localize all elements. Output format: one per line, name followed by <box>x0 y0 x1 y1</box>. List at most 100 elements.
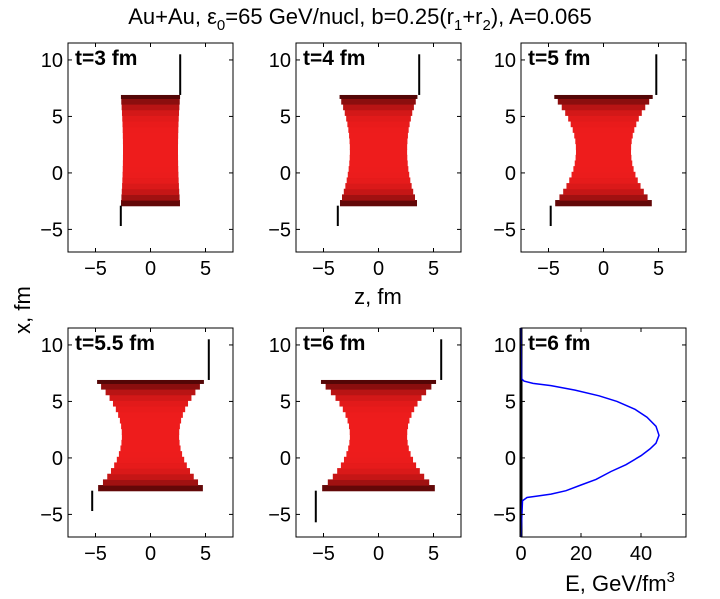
x-tick-label: 0 <box>373 258 384 280</box>
density-band <box>115 405 186 413</box>
density-band <box>327 479 430 486</box>
density-band <box>120 94 181 99</box>
density-band <box>346 177 411 184</box>
density-band <box>122 171 179 179</box>
density-band <box>332 473 425 480</box>
panel-title: t=5.5 fm <box>75 332 155 355</box>
density-band <box>121 434 180 441</box>
y-tick-label: 10 <box>269 335 291 357</box>
density-band <box>345 183 412 190</box>
density-band <box>340 462 417 469</box>
density-band <box>101 383 200 390</box>
y-tick-label: 10 <box>41 335 63 357</box>
density-band <box>554 94 653 99</box>
density-band <box>122 126 179 133</box>
density-band <box>122 115 179 122</box>
panel-6: 0 20 40 −5 0 5 10 t=6 fm <box>493 327 687 565</box>
density-band <box>330 389 427 396</box>
y-axis-label: x, fm <box>10 286 35 334</box>
density-band <box>339 400 418 407</box>
y-tick-label: 5 <box>52 391 63 413</box>
density-band <box>561 104 646 111</box>
x-axis-label-z: z, fm <box>354 284 402 309</box>
x-tick-label: 0 <box>145 543 156 565</box>
y-tick-label: −5 <box>493 504 516 526</box>
density-band <box>343 456 414 464</box>
x-tick-label: −5 <box>84 543 107 565</box>
density-band <box>565 109 642 116</box>
density-band <box>349 439 408 447</box>
density-band <box>348 422 409 430</box>
y-tick-label: 0 <box>52 448 63 470</box>
density-band <box>346 115 411 122</box>
density-band <box>121 109 180 116</box>
density-band <box>575 137 632 145</box>
y-tick-label: −5 <box>40 219 63 241</box>
panel-title: t=6 fm <box>303 332 365 355</box>
density-band <box>571 171 636 179</box>
x-tick-label: −5 <box>537 258 560 280</box>
density-band <box>555 200 652 207</box>
y-tick-label: 0 <box>280 448 291 470</box>
density-band <box>112 400 189 407</box>
x-tick-label: 20 <box>570 543 592 565</box>
density-band <box>122 154 179 162</box>
axes-box <box>520 327 687 538</box>
x-tick-label: 5 <box>200 543 211 565</box>
x-tick-label: 5 <box>200 258 211 280</box>
density-band <box>343 188 414 195</box>
density-band <box>349 149 408 156</box>
panel-title: t=4 fm <box>303 47 365 70</box>
density-band <box>121 188 180 195</box>
density-band <box>339 94 418 99</box>
density-band <box>120 445 181 452</box>
y-tick-label: 5 <box>280 391 291 413</box>
density-band <box>349 434 408 441</box>
x-tick-label: 0 <box>373 543 384 565</box>
density-band <box>122 137 179 145</box>
density-band <box>570 120 637 128</box>
density-band <box>575 154 632 162</box>
density-band <box>325 383 432 390</box>
y-tick-label: −5 <box>268 219 291 241</box>
panel-title: t=5 fm <box>528 47 590 70</box>
density-band <box>557 98 650 105</box>
x-tick-label: −5 <box>312 258 335 280</box>
y-tick-label: −5 <box>268 504 291 526</box>
x-tick-label: 0 <box>598 258 609 280</box>
density-band <box>118 411 183 418</box>
density-band <box>122 120 179 128</box>
y-tick-label: −5 <box>40 504 63 526</box>
density-band <box>348 445 409 452</box>
density-band <box>110 468 191 475</box>
density-band <box>344 109 413 116</box>
density-band <box>320 379 437 384</box>
y-tick-label: 5 <box>52 106 63 128</box>
density-band <box>121 104 180 111</box>
y-tick-label: 5 <box>505 106 516 128</box>
density-band <box>347 120 410 128</box>
density-band <box>575 149 632 156</box>
density-band <box>118 451 183 458</box>
energy-profile-line <box>520 327 660 538</box>
density-band <box>342 405 415 413</box>
density-band <box>337 468 420 475</box>
y-tick-label: 5 <box>505 391 516 413</box>
density-band <box>122 166 179 173</box>
density-band <box>341 98 416 105</box>
density-band <box>559 194 648 201</box>
y-tick-label: 10 <box>41 50 63 72</box>
density-band <box>121 200 180 207</box>
panel-title: t=3 fm <box>75 47 137 70</box>
density-band <box>322 485 435 492</box>
panel-4: −5 0 5 −5 0 5 10 t=5.5 fm <box>40 327 234 565</box>
y-tick-label: 0 <box>280 163 291 185</box>
x-tick-label: 5 <box>428 543 439 565</box>
y-tick-label: 5 <box>280 106 291 128</box>
panel-3: −5 0 5 −5 0 5 10 t=5 fm <box>493 42 687 280</box>
density-band <box>121 194 180 201</box>
y-tick-label: 0 <box>52 163 63 185</box>
density-band <box>569 177 638 184</box>
density-band <box>574 160 633 167</box>
